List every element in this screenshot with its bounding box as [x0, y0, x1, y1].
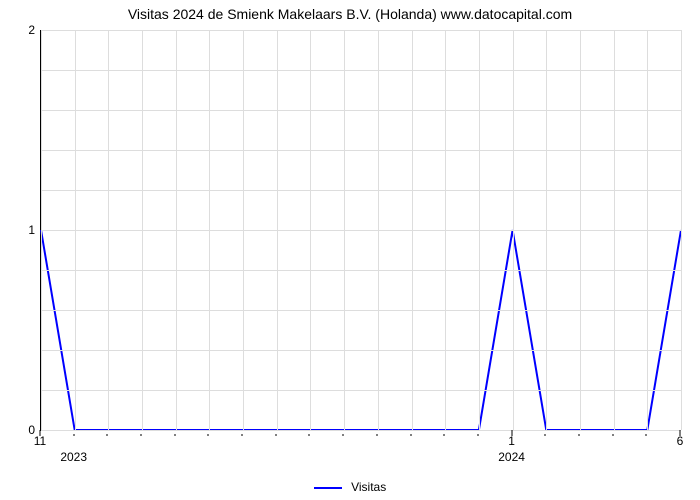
x-minor-tick: [343, 434, 344, 436]
x-year-label: 2024: [498, 450, 525, 464]
x-minor-tick: [208, 434, 209, 436]
y-tick-label: 0: [5, 423, 35, 437]
x-minor-tick: [578, 434, 579, 436]
x-minor-tick: [275, 434, 276, 436]
x-minor-tick: [107, 434, 108, 436]
grid-horizontal: [41, 190, 681, 191]
x-minor-tick: [242, 434, 243, 436]
x-minor-tick: [646, 434, 647, 436]
x-minor-tick: [174, 434, 175, 436]
plot-area: [40, 30, 681, 431]
x-tick-mark: [511, 430, 512, 436]
series-line: [41, 230, 681, 430]
grid-horizontal: [41, 150, 681, 151]
x-tick-label: 11: [34, 434, 46, 448]
x-minor-tick: [477, 434, 478, 436]
x-minor-tick: [376, 434, 377, 436]
y-tick-label: 1: [5, 223, 35, 237]
grid-horizontal: [41, 270, 681, 271]
x-tick-mark: [680, 430, 681, 436]
x-minor-tick: [545, 434, 546, 436]
x-minor-tick: [73, 434, 74, 436]
grid-horizontal: [41, 310, 681, 311]
x-tick-mark: [40, 430, 41, 436]
chart-title: Visitas 2024 de Smienk Makelaars B.V. (H…: [0, 6, 700, 22]
x-tick-label: 6: [677, 434, 684, 448]
grid-horizontal: [41, 110, 681, 111]
legend: Visitas: [0, 480, 700, 494]
x-minor-tick: [309, 434, 310, 436]
x-year-label: 2023: [60, 450, 87, 464]
grid-horizontal: [41, 390, 681, 391]
x-minor-tick: [141, 434, 142, 436]
grid-horizontal: [41, 230, 681, 231]
x-minor-tick: [612, 434, 613, 436]
x-minor-tick: [410, 434, 411, 436]
x-tick-label: 1: [508, 434, 515, 448]
grid-horizontal: [41, 430, 681, 431]
legend-label: Visitas: [351, 480, 386, 494]
legend-swatch: [314, 487, 342, 489]
grid-vertical: [681, 30, 682, 430]
x-minor-tick: [444, 434, 445, 436]
chart-container: Visitas 2024 de Smienk Makelaars B.V. (H…: [0, 0, 700, 500]
grid-horizontal: [41, 70, 681, 71]
grid-horizontal: [41, 350, 681, 351]
y-tick-label: 2: [5, 23, 35, 37]
grid-horizontal: [41, 30, 681, 31]
